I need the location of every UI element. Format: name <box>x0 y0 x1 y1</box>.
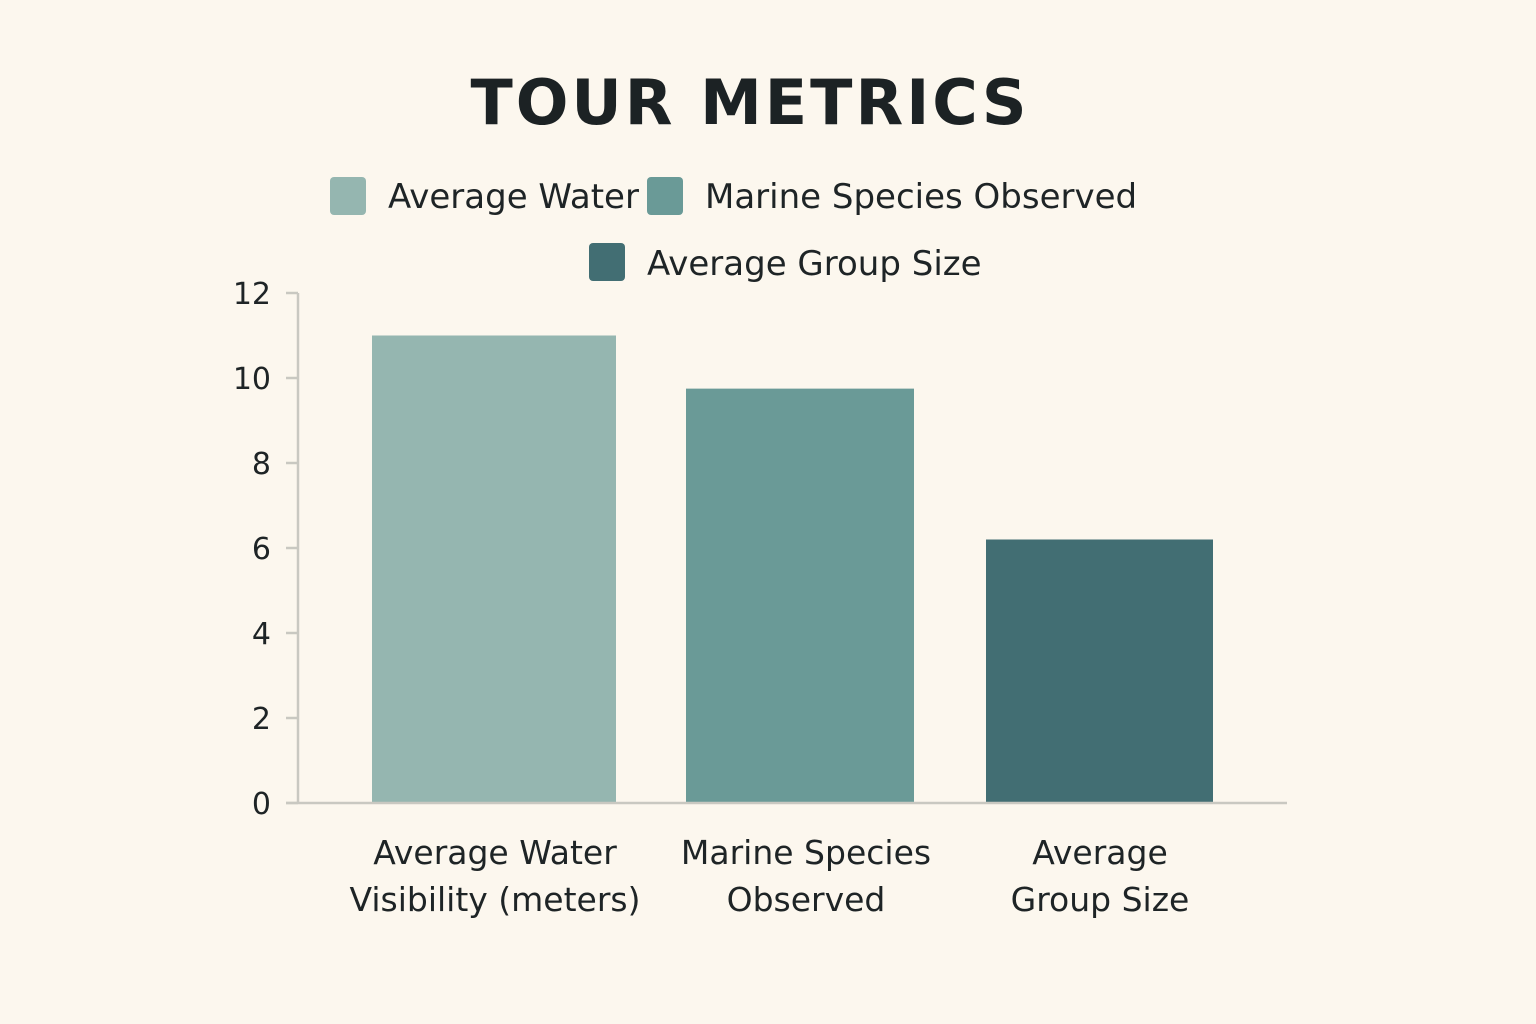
y-axis: 0 2 4 6 8 10 12 <box>233 277 300 822</box>
x-tick-label: Marine Species <box>681 833 931 872</box>
legend-label-average-water: Average Water <box>388 177 639 217</box>
y-tick-label: 6 <box>252 532 271 567</box>
x-tick-label: Average <box>1032 833 1168 872</box>
x-axis-labels: Average Water Visibility (meters) Marine S… <box>350 833 1190 919</box>
legend-swatch-group-size <box>589 243 625 281</box>
x-tick-label: Average Water <box>373 833 617 872</box>
y-tick-label: 0 <box>252 787 271 822</box>
legend-label-marine-species: Marine Species Observed <box>705 177 1137 217</box>
y-tick-label: 2 <box>252 702 271 737</box>
legend-swatch-average-water <box>330 177 366 215</box>
y-tick-label: 12 <box>233 277 271 312</box>
y-tick-label: 8 <box>252 447 271 482</box>
legend-swatch-marine-species <box>647 177 683 215</box>
legend-label-group-size: Average Group Size <box>647 244 982 284</box>
chart-title: TOUR METRICS <box>470 66 1029 139</box>
bar <box>986 539 1213 803</box>
x-tick-label: Visibility (meters) <box>350 880 641 919</box>
bar <box>686 388 914 803</box>
x-tick-label: Observed <box>727 880 886 919</box>
legend: Average Water Marine Species Observed Av… <box>330 177 1137 284</box>
x-tick-label: Group Size <box>1011 880 1190 919</box>
y-tick-label: 10 <box>233 362 271 397</box>
bars <box>286 335 1287 805</box>
bar <box>372 335 616 803</box>
y-tick-label: 4 <box>252 617 271 652</box>
